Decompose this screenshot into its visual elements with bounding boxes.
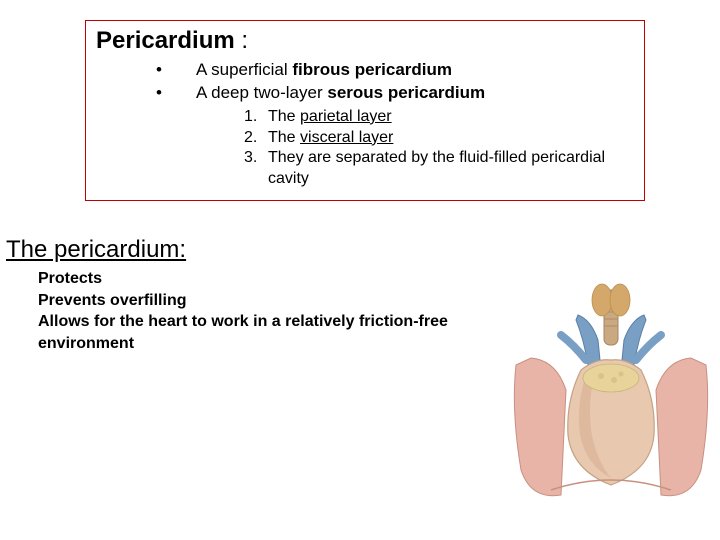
bullet-1-bold: fibrous pericardium: [292, 60, 452, 79]
title-colon: :: [235, 27, 248, 54]
num-2: 2. The visceral layer: [244, 128, 634, 149]
bullet-1-prefix: A superficial: [196, 60, 292, 79]
num-3-n: 3.: [244, 148, 268, 190]
title-text: Pericardium: [96, 27, 235, 54]
section2-title: The pericardium:: [6, 236, 518, 264]
bullet-dot: •: [156, 82, 196, 105]
num-3-text: They are separated by the fluid-filled p…: [268, 148, 634, 190]
bullet-2-prefix: A deep two-layer: [196, 83, 327, 102]
pericardium-functions: The pericardium: Protects Prevents overf…: [6, 236, 518, 354]
numbered-list: 1. The parietal layer 2. The visceral la…: [244, 107, 634, 190]
num-1-pre: The: [268, 108, 300, 125]
bullet-2: • A deep two-layer serous pericardium: [156, 82, 634, 105]
num-1-ul: parietal layer: [300, 108, 392, 125]
func-1: Protects: [38, 268, 518, 290]
num-2-text: The visceral layer: [268, 128, 393, 149]
num-1-text: The parietal layer: [268, 107, 392, 128]
box-title: Pericardium :: [96, 27, 634, 55]
num-3: 3. They are separated by the fluid-fille…: [244, 148, 634, 190]
bullet-dot: •: [156, 59, 196, 82]
bullet-1-text: A superficial fibrous pericardium: [196, 59, 452, 82]
bullet-2-text: A deep two-layer serous pericardium: [196, 82, 485, 105]
func-2: Prevents overfilling: [38, 290, 518, 312]
num-1-n: 1.: [244, 107, 268, 128]
function-list: Protects Prevents overfilling Allows for…: [38, 268, 518, 354]
bullet-2-bold: serous pericardium: [327, 83, 485, 102]
num-2-pre: The: [268, 129, 300, 146]
heart-anatomy-illustration: [506, 270, 716, 510]
num-2-ul: visceral layer: [300, 129, 393, 146]
func-3: Allows for the heart to work in a relati…: [38, 311, 518, 354]
pericardium-box: Pericardium : • A superficial fibrous pe…: [85, 20, 645, 201]
num-1: 1. The parietal layer: [244, 107, 634, 128]
bullet-1: • A superficial fibrous pericardium: [156, 59, 634, 82]
num-2-n: 2.: [244, 128, 268, 149]
